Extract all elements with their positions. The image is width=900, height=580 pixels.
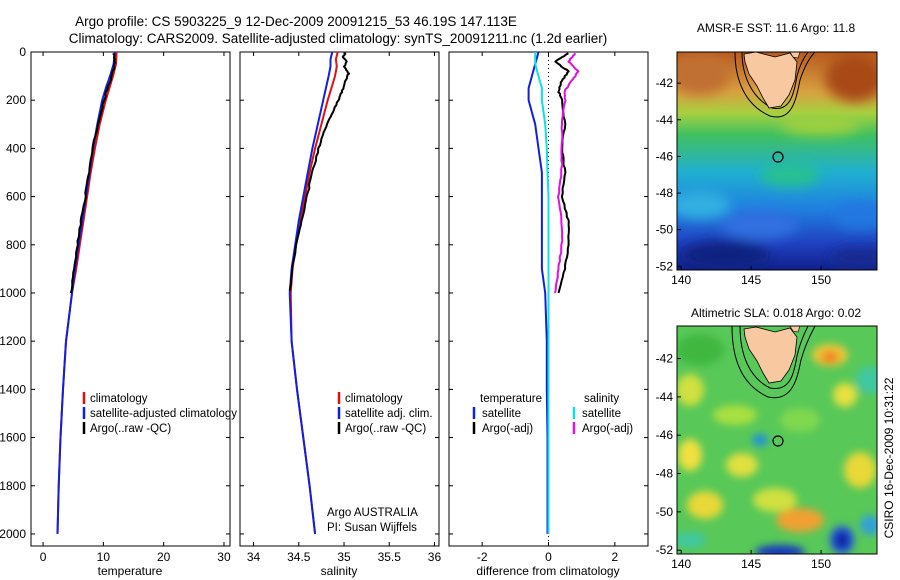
sst-float-marker <box>772 151 784 163</box>
x-tick-label: -2 <box>477 550 488 564</box>
y-tick-label: 1200 <box>0 334 26 348</box>
map-lon-tick-label: 145 <box>741 557 761 571</box>
credit-pi-name: PI: Susan Wijffels <box>327 522 417 534</box>
temperature-legend: climatology satellite-adjusted climatolo… <box>82 392 237 435</box>
x-tick-label: 35 <box>337 550 351 564</box>
x-tick-label: 2 <box>611 550 618 564</box>
axis-ticks-layer: 0 10 20 30020040060080010001200140016001800… <box>0 45 648 564</box>
y-tick-label: 1800 <box>0 479 26 493</box>
difference-salinity-legend: salinity satellite Argo(-adj) <box>572 393 633 435</box>
sst-map-image <box>677 52 877 270</box>
sst-contour-inner <box>741 52 809 110</box>
series-line-temperature-argo-raw-qc <box>69 53 117 294</box>
y-tick-label: 600 <box>6 190 26 204</box>
difference-x-axis-label: difference from climatology <box>476 564 619 578</box>
map-lat-tick-label: -44 <box>656 113 674 127</box>
map-lat-tick-label: -46 <box>656 149 674 163</box>
sla-map-frame <box>676 325 878 555</box>
map-lon-tick-label: 150 <box>811 557 831 571</box>
temperature-x-axis-label: temperature <box>98 564 163 578</box>
map-lat-tick-label: -44 <box>656 390 674 404</box>
legend-label-climatology: climatology <box>90 393 148 405</box>
map-lat-tick-label: -50 <box>656 223 674 237</box>
sla-contour-outer <box>731 326 816 399</box>
profile-lines-layer <box>56 51 580 546</box>
sla-map-ticks: 140 145 150 -42 -44 -46 -48 -50 -52 <box>656 352 832 571</box>
series-line-difference-salinity-satellite <box>534 52 550 534</box>
series-line-difference-salinity-argo-adj <box>554 52 580 294</box>
legend-label-argo: Argo(..raw -QC) <box>90 423 171 435</box>
map-lon-tick-label: 140 <box>671 557 691 571</box>
figure-title-line1: Argo profile: CS 5903225_9 12-Dec-2009 2… <box>75 14 517 29</box>
y-tick-label: 800 <box>6 238 26 252</box>
sla-float-marker <box>772 435 784 447</box>
legend-label-satellite-adjusted: satellite-adjusted climatology <box>90 408 237 420</box>
legend-label-temp-satellite: satellite <box>482 408 521 420</box>
map-lon-tick-label: 140 <box>671 273 691 287</box>
map-lat-tick-label: -46 <box>656 428 674 442</box>
series-line-salinity-satellite-adj-clim <box>288 51 334 535</box>
map-lat-tick-label: -52 <box>656 259 674 273</box>
x-tick-label: 34.5 <box>287 550 311 564</box>
salinity-legend: climatology satellite adj. clim. Argo(..… <box>337 392 433 435</box>
salinity-panel-frame <box>239 51 440 547</box>
temperature-panel-frame <box>30 51 231 547</box>
legend-label-sal-argo: Argo(-adj) <box>582 423 633 435</box>
legend-label-climatology: climatology <box>345 393 403 405</box>
mainland-corner-land-2 <box>789 326 801 333</box>
mainland-corner-land-1 <box>789 52 801 59</box>
tasmania-land-shape-2 <box>743 326 798 384</box>
y-tick-label: 1000 <box>0 286 26 300</box>
map-lat-tick-label: -48 <box>656 186 674 200</box>
map-lat-tick-label: -48 <box>656 467 674 481</box>
salinity-x-axis-label: salinity <box>321 564 358 578</box>
legend-heading-temperature: temperature <box>480 393 542 405</box>
legend-label-temp-argo: Argo(-adj) <box>482 423 533 435</box>
sla-contour-inner <box>739 326 809 390</box>
y-tick-label: 400 <box>6 141 26 155</box>
y-tick-label: 1400 <box>0 382 26 396</box>
map-lat-tick-label: -42 <box>656 76 674 90</box>
x-tick-label: 20 <box>157 550 171 564</box>
credit-argo-australia: Argo AUSTRALIA <box>327 507 418 519</box>
y-tick-label: 0 <box>19 45 26 59</box>
x-tick-label: 30 <box>217 550 231 564</box>
x-tick-label: 35.5 <box>378 550 402 564</box>
map-lon-tick-label: 145 <box>741 273 761 287</box>
map-lat-tick-label: -50 <box>656 505 674 519</box>
sst-map-ticks: 140 145 150 -42 -44 -46 -48 -50 -52 <box>656 76 832 287</box>
sla-map-image <box>677 326 877 554</box>
legend-label-argo: Argo(..raw -QC) <box>345 423 426 435</box>
legend-label-satellite-adj: satellite adj. clim. <box>345 408 433 420</box>
x-tick-label: 10 <box>97 550 111 564</box>
csiro-timestamp: CSIRO 16-Dec-2009 10:31:22 <box>882 377 896 538</box>
y-tick-label: 200 <box>6 93 26 107</box>
sla-map-title: Altimetric SLA: 0.018 Argo: 0.02 <box>691 306 861 320</box>
map-lon-tick-label: 150 <box>811 273 831 287</box>
tasmania-land-shape-1 <box>743 52 798 109</box>
sst-map-frame <box>676 51 878 271</box>
x-tick-label: 34 <box>247 550 261 564</box>
difference-temperature-legend: temperature satellite Argo(-adj) <box>472 393 542 435</box>
y-tick-label: 1600 <box>0 431 26 445</box>
sst-map-title: AMSR-E SST: 11.6 Argo: 11.8 <box>697 21 856 35</box>
x-tick-label: 36 <box>428 550 442 564</box>
y-tick-label: 2000 <box>0 527 26 541</box>
map-lat-tick-label: -42 <box>656 352 674 366</box>
figure-title-line2: Climatology: CARS2009. Satellite-adjuste… <box>69 31 608 46</box>
map-lat-tick-label: -52 <box>656 543 674 557</box>
legend-label-sal-satellite: satellite <box>582 408 621 420</box>
x-tick-label: 0 <box>545 550 552 564</box>
series-line-salinity-argo-raw-qc <box>288 52 351 291</box>
sst-contour-outer <box>734 52 816 118</box>
series-line-difference-temperature-satellite <box>527 51 549 534</box>
x-tick-label: 0 <box>40 550 47 564</box>
legend-heading-salinity: salinity <box>584 393 619 405</box>
